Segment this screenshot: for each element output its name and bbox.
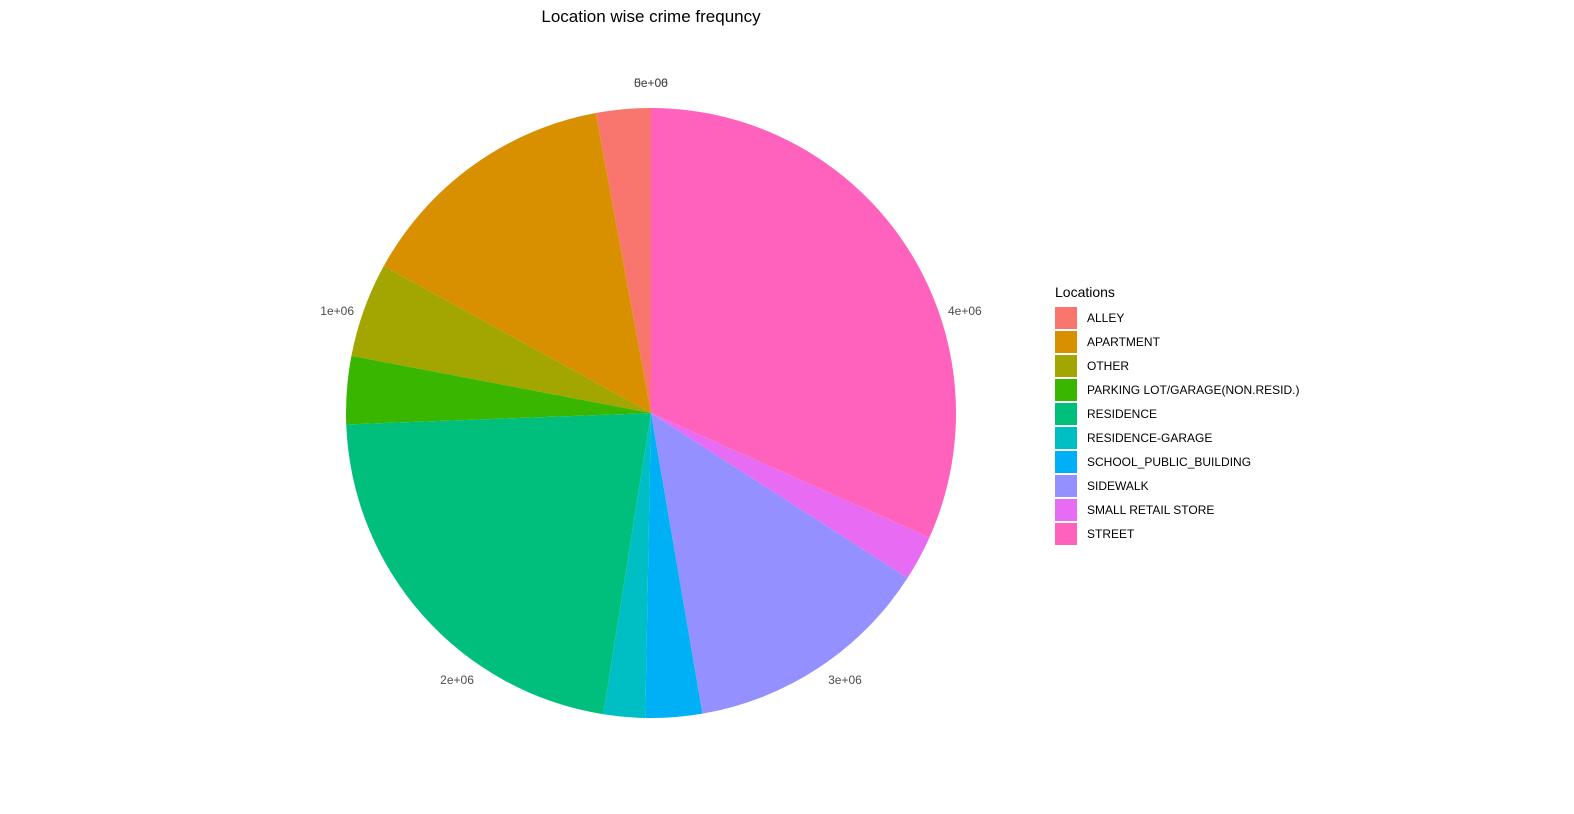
chart-title: Location wise crime frequncy <box>541 7 761 26</box>
angle-tick-label: 3e+06 <box>828 673 862 687</box>
legend-key <box>1055 355 1077 377</box>
pie-slice-residence <box>346 413 651 715</box>
pie-slice-sidewalk <box>651 413 908 714</box>
legend-label: SMALL RETAIL STORE <box>1087 503 1214 517</box>
pie-slice-residence-garage <box>603 413 651 718</box>
pie-slice-school-public-building <box>645 413 703 718</box>
legend-key <box>1055 499 1077 521</box>
angle-tick-label: 0e+00 <box>634 76 668 90</box>
legend-label: STREET <box>1087 527 1135 541</box>
legend-title: Locations <box>1055 284 1115 300</box>
legend-items: ALLEY APARTMENT OTHER PARKING LOT/GARAGE(NO… <box>1055 307 1299 545</box>
legend-key <box>1055 403 1077 425</box>
pie-slice-street <box>651 108 956 538</box>
legend-label: APARTMENT <box>1087 335 1161 349</box>
legend-label: PARKING LOT/GARAGE(NON.RESID.) <box>1087 383 1299 397</box>
pie-slice-apartment <box>383 113 651 414</box>
legend-label: RESIDENCE-GARAGE <box>1087 431 1212 445</box>
legend-label: OTHER <box>1087 359 1129 373</box>
angle-tick-label: 4e+06 <box>948 304 982 318</box>
angle-tick-label: 5e+06 <box>634 76 668 90</box>
pie-slice-small-retail-store <box>651 413 930 579</box>
legend-label: RESIDENCE <box>1087 407 1157 421</box>
legend-key <box>1055 451 1077 473</box>
legend-key <box>1055 475 1077 497</box>
legend-key <box>1055 331 1077 353</box>
legend-label: SCHOOL_PUBLIC_BUILDING <box>1087 455 1251 469</box>
legend-label: ALLEY <box>1087 311 1124 325</box>
legend-label: SIDEWALK <box>1087 479 1149 493</box>
legend-key <box>1055 307 1077 329</box>
pie-slice-other <box>351 266 651 413</box>
angle-tick-label: 2e+06 <box>440 673 474 687</box>
legend-key <box>1055 523 1077 545</box>
angle-tick-label: 1e+06 <box>320 304 354 318</box>
pie-slices <box>346 108 956 718</box>
pie-slice-parking-lot-garage-non-resid <box>346 355 651 425</box>
legend-key <box>1055 427 1077 449</box>
legend-key <box>1055 379 1077 401</box>
pie-slice-alley <box>595 108 651 413</box>
legend: Locations ALLEY APARTMENT OTHER PARKING LOT… <box>1055 284 1299 545</box>
